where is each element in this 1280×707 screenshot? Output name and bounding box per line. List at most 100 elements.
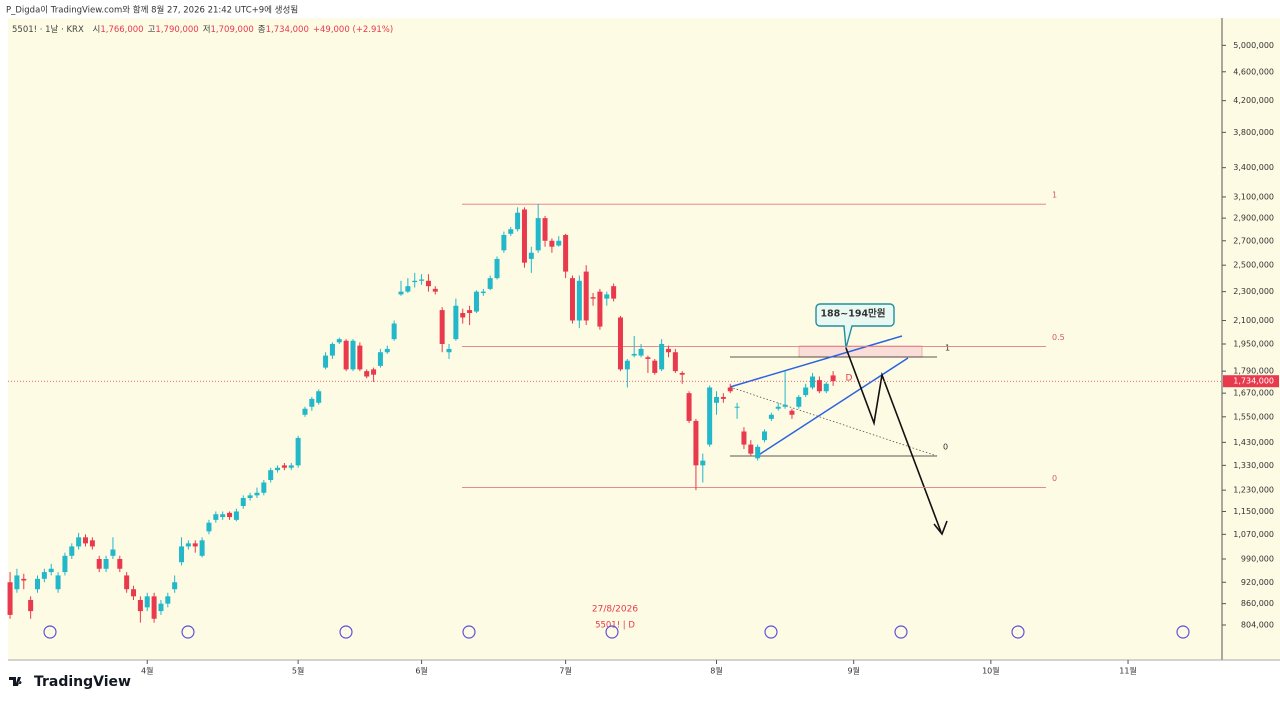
candle-body — [563, 234, 569, 272]
candle-body — [611, 286, 617, 299]
candle-body — [323, 355, 329, 368]
candle-body — [364, 371, 370, 377]
x-tick-label: 7월 — [559, 666, 571, 676]
candle-body — [624, 360, 630, 370]
candle-body — [151, 596, 157, 619]
candle-body — [727, 387, 733, 392]
candle-body — [679, 372, 685, 375]
legend-key: 저 — [203, 25, 211, 35]
event-icon[interactable] — [339, 625, 353, 639]
chart-background — [8, 18, 1280, 660]
candle-body — [549, 240, 555, 247]
candle-body — [233, 511, 239, 520]
symbol-legend: 5501! · 1날 · KRX 시1,766,000 고1,790,000 저1,… — [12, 24, 393, 35]
candle-body — [220, 514, 226, 518]
candle-body — [288, 465, 294, 468]
candle-body — [762, 431, 768, 441]
candle-body — [528, 252, 534, 259]
candle-body — [55, 575, 61, 590]
legend-key: 시 — [93, 25, 101, 35]
candle-body — [425, 280, 431, 287]
y-tick-label: 2,900,000 — [1233, 214, 1274, 223]
candle-body — [34, 578, 40, 590]
y-tick-label: 920,000 — [1241, 578, 1274, 587]
candle-body — [460, 313, 466, 318]
y-tick-label: 860,000 — [1241, 599, 1274, 608]
candle-body — [316, 391, 322, 403]
legend-value: 1,734,000 — [266, 25, 309, 35]
candle-body — [556, 240, 562, 246]
event-icon[interactable] — [462, 625, 476, 639]
legend-change: +49,000 (+2.91%) — [313, 25, 393, 35]
x-tick-label: 11월 — [1119, 666, 1137, 676]
candle-body — [604, 294, 610, 299]
y-tick-label: 1,150,000 — [1233, 507, 1274, 516]
candle-body — [419, 279, 425, 281]
candle-body — [103, 558, 109, 569]
event-icon[interactable] — [894, 625, 908, 639]
y-tick-label: 1,330,000 — [1233, 461, 1274, 470]
event-icon[interactable] — [764, 625, 778, 639]
y-tick-label: 3,400,000 — [1233, 163, 1274, 172]
candle-body — [748, 444, 754, 454]
date-label: 27/8/2026 — [592, 605, 638, 615]
credit: P_Digda이 TradingView.com와 함께 8월 27, 2026… — [6, 5, 298, 16]
last-price-label: 1,734,000 — [1233, 377, 1274, 386]
candle-body — [96, 558, 102, 569]
event-icon[interactable] — [605, 625, 619, 639]
y-tick-label: 4,200,000 — [1233, 96, 1274, 105]
event-icon[interactable] — [1011, 625, 1025, 639]
candle-body — [117, 558, 123, 569]
legend-value: 1,709,000 — [211, 25, 254, 35]
candle-body — [775, 406, 781, 409]
candle-body — [110, 549, 116, 556]
y-tick-label: 2,500,000 — [1233, 261, 1274, 270]
callout-box — [815, 303, 895, 349]
candle-body — [412, 280, 418, 283]
candle-body — [734, 406, 740, 408]
x-tick-label: 4월 — [141, 666, 153, 676]
last-price-box — [1223, 375, 1279, 388]
candle-body — [617, 317, 623, 370]
candle-body — [179, 546, 185, 563]
y-tick-label: 3,100,000 — [1233, 192, 1274, 201]
candle-body — [281, 465, 287, 468]
wedge-label: 1 — [945, 344, 950, 353]
fib-label: 0.5 — [1052, 333, 1065, 342]
candle-body — [542, 218, 548, 241]
candle-body — [48, 568, 54, 573]
symbol: 5501! · 1날 · KRX — [12, 24, 84, 35]
candle-body — [295, 437, 301, 466]
candle-body — [796, 396, 802, 407]
candle-body — [480, 291, 486, 294]
candle-body — [41, 572, 47, 579]
candle-body — [343, 340, 349, 370]
event-icon[interactable] — [181, 625, 195, 639]
candle-body — [14, 575, 20, 590]
callout-text: 188~194만원 — [820, 308, 885, 320]
arrow-head — [933, 520, 948, 536]
candle-body — [254, 492, 260, 496]
candle-body — [508, 229, 514, 234]
event-icons — [43, 625, 1190, 639]
candle-body — [535, 218, 541, 251]
x-tick-label: 8월 — [710, 666, 722, 676]
candle-body — [131, 589, 137, 597]
candle-body — [144, 596, 150, 608]
candle-body — [521, 209, 527, 263]
candle-body — [7, 582, 13, 615]
candle-body — [261, 482, 267, 493]
candle-body — [810, 376, 816, 388]
brand-name: TradingView — [34, 674, 131, 690]
candle-body — [789, 410, 795, 415]
event-icon[interactable] — [1176, 625, 1190, 639]
candle-body — [275, 467, 281, 471]
candles — [7, 204, 836, 623]
candle-body — [206, 522, 212, 532]
candle-body — [720, 396, 726, 399]
event-icon[interactable] — [43, 625, 57, 639]
wedge-label: 0 — [943, 443, 948, 452]
y-tick-label: 1,670,000 — [1233, 389, 1274, 398]
projection-arrow — [845, 347, 942, 533]
candle-body — [665, 348, 671, 353]
